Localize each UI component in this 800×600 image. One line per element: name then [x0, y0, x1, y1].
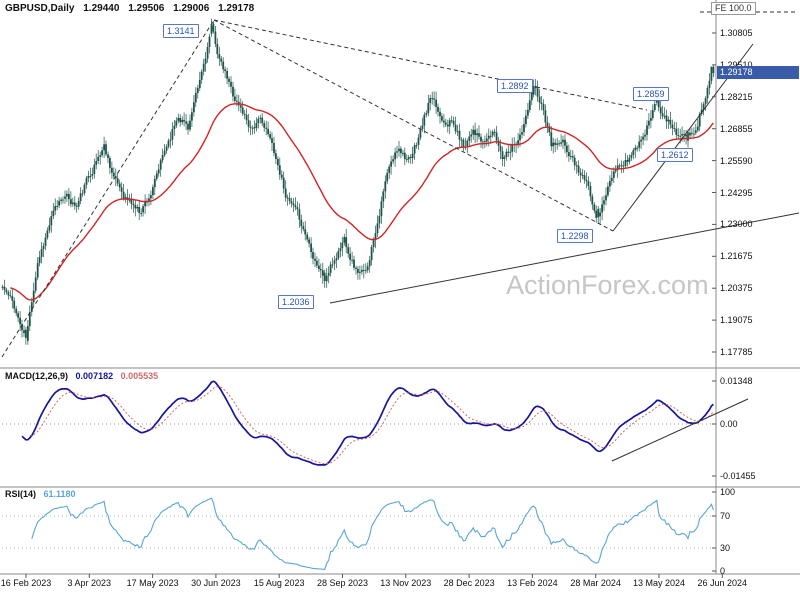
moving-average-line[interactable] [10, 103, 714, 301]
macd-line[interactable] [21, 380, 714, 466]
rsi-value: 61.1180 [43, 489, 76, 499]
fibonacci-expansion-label[interactable]: FE 100.0 [711, 2, 756, 15]
rsi-axis-label: 0 [720, 566, 726, 576]
trendline-0[interactable] [1, 19, 215, 358]
date-axis-label: 3 Apr 2023 [67, 578, 112, 588]
trendline-6[interactable] [611, 398, 749, 462]
quote-high: 1.29506 [128, 3, 165, 14]
symbol-timeframe: GBPUSD,Daily [5, 3, 75, 14]
date-axis-label: 28 Sep 2023 [316, 578, 369, 588]
quote-low: 1.29006 [173, 3, 210, 14]
date-axis-label: 13 May 2024 [632, 578, 686, 588]
macd-value-signal: 0.005535 [120, 371, 159, 381]
macd-axis-label: -0.01455 [720, 471, 756, 481]
price-axis-label: 1.19075 [720, 315, 753, 326]
panel-separators [0, 0, 800, 575]
trendline-2[interactable] [213, 19, 614, 232]
price-axis-label: 1.24295 [720, 187, 753, 198]
quote-open: 1.29440 [83, 3, 120, 14]
trendline-1[interactable] [213, 19, 648, 111]
price-axis-label: 1.25590 [720, 155, 753, 166]
chart-header: GBPUSD,Daily 1.29440 1.29506 1.29006 1.2… [5, 3, 260, 14]
date-axis-label: 30 Jun 2023 [191, 578, 241, 588]
quote-close: 1.29178 [218, 3, 255, 14]
date-axis-label: 15 Aug 2023 [253, 578, 305, 588]
rsi-axis-label: 70 [720, 511, 731, 521]
date-axis-label: 16 Feb 2023 [0, 578, 52, 588]
macd-signal-line[interactable] [29, 386, 714, 465]
macd-axis-label: 0.01348 [720, 376, 753, 386]
price-axis-label: 1.21675 [720, 251, 753, 262]
rsi-axis-label: 100 [720, 487, 736, 497]
axis-ticks [25, 32, 723, 578]
price-axis-label: 1.26855 [720, 123, 753, 134]
rsi-axis-label: 30 [720, 543, 731, 553]
date-axis-label: 28 Dec 2023 [443, 578, 495, 588]
current-price-badge: 1.29178 [717, 66, 799, 79]
date-axis-label: 13 Feb 2024 [507, 578, 558, 588]
trendline-3[interactable] [329, 212, 800, 304]
macd-name: MACD(12,26,9) [5, 371, 69, 381]
rsi-line[interactable] [31, 497, 714, 571]
date-axis-label: 26 Jun 2024 [697, 578, 748, 588]
date-axis-label: 28 Mar 2024 [570, 578, 621, 588]
price-annotation[interactable]: 1.3141 [163, 24, 199, 38]
price-annotation[interactable]: 1.2859 [633, 87, 669, 101]
date-axis-label: 17 May 2023 [126, 578, 179, 588]
price-axis-label: 1.17785 [720, 347, 753, 357]
price-annotation[interactable]: 1.2036 [278, 295, 314, 309]
macd-axis-label: 0.00 [720, 419, 738, 429]
actionforex-watermark: ActionForex.com [506, 270, 709, 300]
price-annotation[interactable]: 1.2892 [497, 79, 533, 93]
rsi-indicator-label: RSI(14) 61.1180 [5, 489, 81, 499]
price-axis-label: 1.30805 [720, 28, 753, 38]
date-axis-label: 13 Nov 2023 [380, 578, 432, 588]
rsi-name: RSI(14) [5, 489, 37, 499]
macd-value-main: 0.007182 [75, 371, 114, 381]
price-annotation[interactable]: 1.2612 [657, 148, 693, 162]
price-axis-label: 1.29510 [720, 59, 753, 70]
price-axis-label: 1.28215 [720, 91, 753, 102]
price-axis-label: 1.23000 [720, 219, 753, 230]
price-annotation[interactable]: 1.2298 [557, 229, 593, 243]
macd-indicator-label: MACD(12,26,9) 0.007182 0.005535 [5, 371, 163, 381]
price-axis-label: 1.20375 [720, 283, 753, 294]
